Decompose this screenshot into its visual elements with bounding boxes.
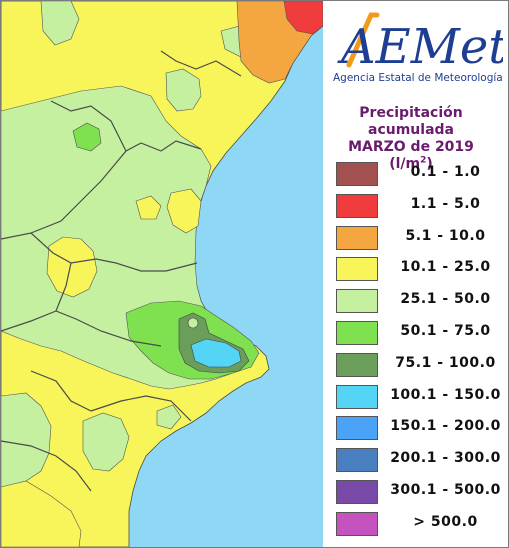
zone-10-25-coast (166, 188, 202, 234)
zone-100-150-gulf (190, 338, 242, 368)
legend-swatch (336, 480, 378, 504)
legend-swatch (336, 193, 378, 218)
zone-small-pocket (187, 317, 199, 329)
legend-label: 5.1 - 10.0 (405, 227, 486, 244)
legend-item: 25.1 - 50.0 (336, 289, 506, 314)
legend-title-line2: MARZO de 2019 (348, 139, 474, 155)
aemet-logo-mark: AEMet (337, 12, 508, 75)
legend-item: 1.1 - 5.0 (336, 193, 506, 218)
zone-10-25-north (135, 195, 162, 220)
legend-item: 300.1 - 500.0 (336, 480, 506, 504)
legend-swatch (336, 257, 378, 282)
province-borders (1, 50, 242, 492)
legend-swatch (336, 448, 378, 473)
logo-subtitle: Agencia Estatal de Meteorología (333, 72, 503, 84)
unit-exponent: 2 (420, 155, 427, 166)
legend-swatch (336, 321, 378, 345)
unit-prefix: (l/m (389, 156, 421, 172)
zone-1-5-corner (283, 1, 323, 35)
legend-label: 75.1 - 100.0 (395, 354, 496, 371)
zone-25-50-south-east (156, 404, 182, 430)
legend-item: 5.1 - 10.0 (336, 225, 506, 250)
legend-item: 0.1 - 1.0 (336, 162, 506, 186)
legend-label: 10.1 - 25.0 (400, 259, 491, 276)
legend-item: > 500.0 (336, 511, 506, 536)
legend-label: 150.1 - 200.0 (390, 418, 501, 435)
legend-label: 0.1 - 1.0 (410, 164, 481, 180)
legend-item: 50.1 - 75.0 (336, 321, 506, 345)
legend-label: 1.1 - 5.0 (410, 195, 481, 212)
legend-unit: (l/m2) (319, 156, 503, 173)
unit-suffix: ) (426, 156, 433, 172)
legend-swatch (336, 352, 378, 377)
legend-title: Precipitación acumulada MARZO de 2019 (l… (319, 105, 503, 173)
legend-label: 25.1 - 50.0 (400, 291, 491, 308)
legend-item: 75.1 - 100.0 (336, 352, 506, 377)
legend-item: 200.1 - 300.0 (336, 448, 506, 473)
legend-label: 100.1 - 150.0 (390, 386, 501, 403)
zone-10-25-south (1, 480, 82, 547)
legend-label: 200.1 - 300.0 (390, 450, 501, 467)
legend-swatch (336, 225, 378, 250)
legend-swatch (336, 416, 378, 441)
legend-label: 50.1 - 75.0 (400, 323, 491, 339)
zone-10-25-inland (46, 236, 98, 298)
zone-25-50-south-center (82, 412, 130, 472)
legend-label: > 500.0 (413, 513, 478, 530)
logo-swoosh (346, 12, 380, 68)
legend-swatch (336, 384, 378, 409)
legend-swatch (336, 511, 378, 536)
zone-25-50-north (165, 68, 202, 112)
legend-title-line1: Precipitación acumulada (359, 105, 463, 138)
legend-item: 150.1 - 200.0 (336, 416, 506, 441)
zone-50-75-north (72, 122, 102, 152)
legend-swatch (336, 289, 378, 314)
logo-wordmark: AEMet (337, 19, 503, 71)
zone-25-50-north-west (40, 1, 80, 46)
aemet-logo: AEMet Agencia Estatal de Meteorología (331, 9, 508, 89)
precipitation-map (1, 1, 323, 547)
legend-swatch (336, 162, 378, 186)
legend-item: 100.1 - 150.0 (336, 384, 506, 409)
legend-item: 10.1 - 25.0 (336, 257, 506, 282)
legend-label: 300.1 - 500.0 (390, 482, 501, 498)
